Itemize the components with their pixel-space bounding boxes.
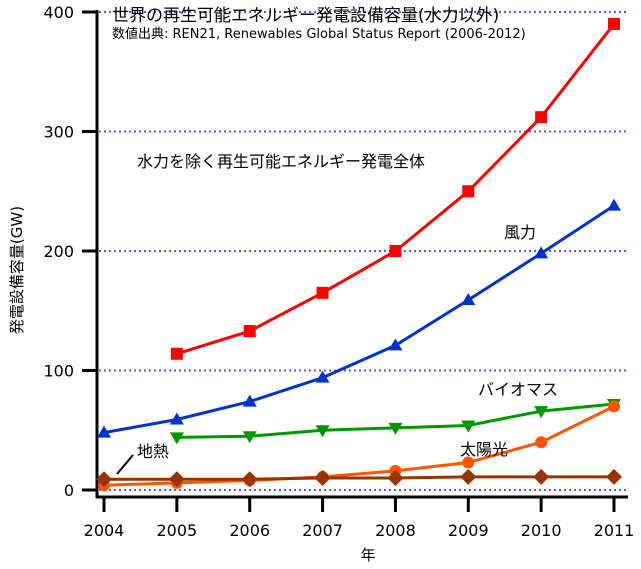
y-tick-label: 300: [43, 123, 74, 142]
series-label-solar: 太陽光: [460, 440, 508, 459]
x-tick-label: 2005: [156, 521, 197, 540]
data-point: [169, 432, 184, 445]
series-line: [176, 23, 616, 356]
x-tick-label: 2007: [302, 521, 343, 540]
data-point: [241, 471, 258, 488]
data-point: [97, 425, 111, 438]
x-tick-label: 2004: [84, 521, 125, 540]
data-point: [535, 111, 548, 124]
data-point: [534, 406, 549, 419]
series-label-geothermal: 地熱: [137, 442, 169, 461]
series-0: [170, 17, 620, 360]
data-point: [533, 468, 550, 485]
data-point: [608, 17, 620, 30]
x-tick-label: 2011: [594, 521, 635, 540]
series-label-total: 水力を除く再生可能エネルギー発電全体: [137, 152, 425, 171]
series-1: [97, 198, 621, 438]
data-point: [534, 246, 549, 259]
data-point: [461, 420, 476, 433]
x-tick-label: 2009: [448, 521, 489, 540]
data-point: [170, 347, 183, 360]
data-point: [462, 456, 475, 469]
data-point: [242, 431, 257, 444]
data-point: [606, 468, 622, 485]
y-tick-label: 400: [43, 3, 74, 22]
data-point: [315, 370, 330, 383]
data-point: [608, 400, 620, 413]
y-tick-label: 0: [64, 481, 74, 500]
data-point: [168, 471, 185, 488]
series-line: [103, 204, 615, 435]
data-point: [243, 325, 256, 338]
data-point: [316, 286, 329, 299]
series-label-biomass: バイオマス: [478, 380, 558, 399]
y-axis-label: 発電設備容量(GW): [8, 206, 26, 334]
data-point: [169, 412, 184, 425]
y-tick-label: 200: [43, 242, 74, 261]
geothermal-label-leader: [116, 454, 134, 475]
x-tick-label: 2010: [521, 521, 562, 540]
data-point: [387, 470, 404, 487]
x-tick-label: 2008: [375, 521, 416, 540]
data-point: [242, 394, 257, 407]
chart-subtitle: 数値出典: REN21, Renewables Global Status Re…: [112, 26, 526, 42]
data-point: [389, 245, 402, 257]
x-axis-label: 年: [360, 546, 375, 564]
series-line: [104, 475, 614, 481]
data-point: [461, 292, 476, 305]
data-point: [535, 436, 548, 449]
series-label-wind: 風力: [504, 223, 536, 242]
series-4: [96, 468, 622, 488]
series: [96, 17, 622, 492]
data-point: [314, 470, 331, 487]
data-point: [462, 185, 475, 198]
data-point: [315, 425, 330, 438]
axes: 0 100 200 300 400 2004 2005 2006 2007 2008 2009 201…: [43, 3, 634, 540]
data-point: [388, 422, 403, 435]
series-line: [103, 405, 615, 487]
chart-title: 世界の再生可能エネルギー発電設備容量(水力以外): [112, 6, 499, 26]
data-point: [96, 471, 112, 488]
data-point: [460, 468, 477, 485]
data-point: [388, 338, 403, 351]
data-point: [607, 198, 621, 211]
x-tick-label: 2006: [229, 521, 270, 540]
y-tick-label: 100: [43, 362, 74, 381]
